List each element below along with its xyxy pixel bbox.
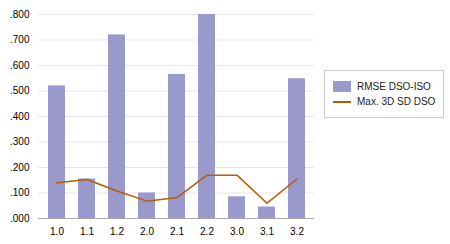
- svg-text:.000: .000: [10, 213, 30, 224]
- html-text:Max. 3D SD DSO: Max. 3D SD DSO: [357, 96, 436, 107]
- svg-text:.800: .800: [10, 9, 30, 20]
- svg-text:.300: .300: [10, 136, 30, 147]
- svg-text:1.1: 1.1: [80, 226, 94, 237]
- svg-text:2.1: 2.1: [170, 226, 184, 237]
- svg-text:.700: .700: [10, 34, 30, 45]
- svg-text:.500: .500: [10, 85, 30, 96]
- svg-text:.200: .200: [10, 162, 30, 173]
- svg-text:3.2: 3.2: [290, 226, 304, 237]
- svg-text:2.2: 2.2: [200, 226, 214, 237]
- html-text:RMSE DSO-ISO: RMSE DSO-ISO: [357, 81, 431, 92]
- svg-text:1.0: 1.0: [50, 226, 64, 237]
- svg-text:2.0: 2.0: [140, 226, 154, 237]
- svg-text:.100: .100: [10, 187, 30, 198]
- svg-text:.600: .600: [10, 60, 30, 71]
- svg-text:.400: .400: [10, 111, 30, 122]
- svg-text:3.1: 3.1: [260, 226, 274, 237]
- svg-text:3.0: 3.0: [230, 226, 244, 237]
- svg-text:1.2: 1.2: [110, 226, 124, 237]
